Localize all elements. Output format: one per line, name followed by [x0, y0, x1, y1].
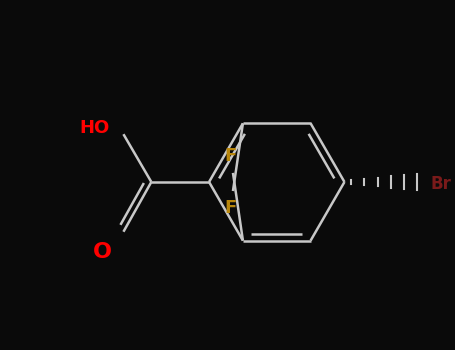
Text: HO: HO: [79, 119, 110, 137]
Text: F: F: [225, 199, 237, 217]
Text: O: O: [92, 242, 111, 262]
Text: F: F: [225, 147, 237, 165]
Text: Br: Br: [430, 175, 451, 193]
